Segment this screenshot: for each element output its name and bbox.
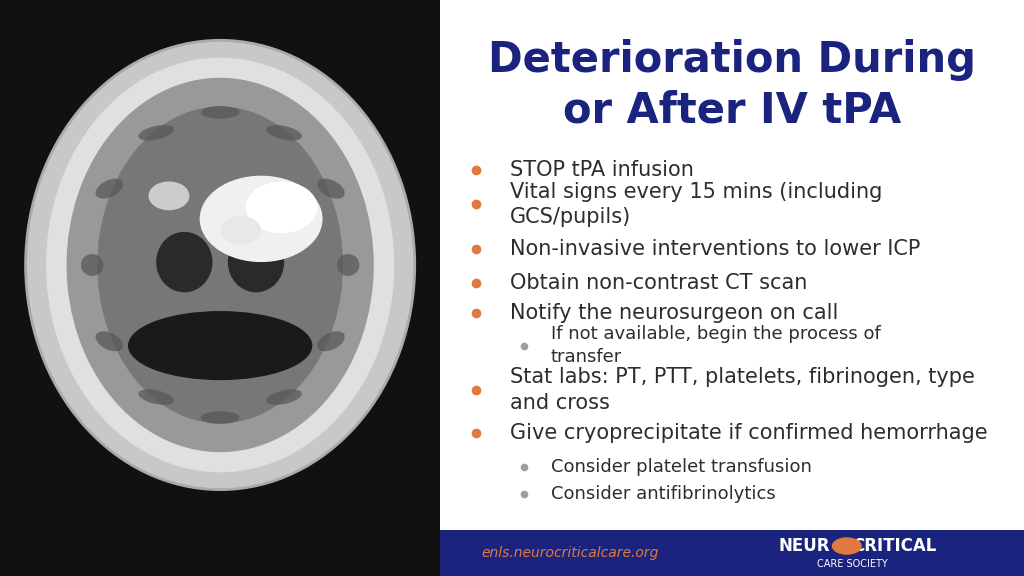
Ellipse shape [46, 58, 394, 472]
Ellipse shape [26, 40, 415, 490]
Ellipse shape [95, 179, 123, 199]
Text: STOP tPA infusion: STOP tPA infusion [510, 160, 694, 180]
Ellipse shape [266, 389, 302, 405]
Ellipse shape [227, 232, 285, 293]
Text: enls.neurocriticalcare.org: enls.neurocriticalcare.org [481, 546, 658, 560]
Ellipse shape [128, 311, 312, 380]
Text: Stat labs: PT, PTT, platelets, fibrinogen, type
and cross: Stat labs: PT, PTT, platelets, fibrinoge… [510, 367, 975, 413]
Ellipse shape [95, 331, 123, 351]
Ellipse shape [156, 232, 213, 293]
FancyBboxPatch shape [440, 0, 1024, 530]
Ellipse shape [67, 78, 374, 452]
Ellipse shape [81, 254, 103, 276]
FancyBboxPatch shape [0, 536, 440, 576]
Circle shape [833, 538, 861, 554]
Text: CRITICAL: CRITICAL [852, 537, 936, 555]
Text: NEUR: NEUR [778, 537, 829, 555]
Ellipse shape [317, 179, 345, 199]
Text: Obtain non-contrast CT scan: Obtain non-contrast CT scan [510, 274, 807, 293]
Ellipse shape [317, 331, 345, 351]
Ellipse shape [138, 125, 174, 141]
Text: Consider antifibrinolytics: Consider antifibrinolytics [551, 484, 775, 503]
Ellipse shape [246, 181, 317, 233]
Ellipse shape [200, 176, 323, 262]
Text: If not available, begin the process of
transfer: If not available, begin the process of t… [551, 325, 881, 366]
Ellipse shape [138, 389, 174, 405]
FancyBboxPatch shape [0, 0, 440, 536]
Text: O: O [842, 540, 852, 552]
Text: or After IV tPA: or After IV tPA [563, 90, 901, 131]
Text: Consider platelet transfusion: Consider platelet transfusion [551, 457, 812, 476]
Ellipse shape [266, 125, 302, 141]
Text: Vital signs every 15 mins (including
GCS/pupils): Vital signs every 15 mins (including GCS… [510, 181, 883, 228]
Ellipse shape [201, 411, 240, 424]
FancyBboxPatch shape [440, 530, 1024, 576]
Text: Deterioration During: Deterioration During [488, 40, 976, 81]
Text: Give cryoprecipitate if confirmed hemorrhage: Give cryoprecipitate if confirmed hemorr… [510, 423, 987, 443]
Ellipse shape [220, 216, 261, 245]
Ellipse shape [337, 254, 359, 276]
Text: CARE SOCIETY: CARE SOCIETY [817, 559, 888, 570]
Text: Non-invasive interventions to lower ICP: Non-invasive interventions to lower ICP [510, 239, 921, 259]
Ellipse shape [201, 106, 240, 119]
Text: Notify the neurosurgeon on call: Notify the neurosurgeon on call [510, 304, 839, 323]
Ellipse shape [148, 181, 189, 210]
Ellipse shape [97, 107, 343, 423]
